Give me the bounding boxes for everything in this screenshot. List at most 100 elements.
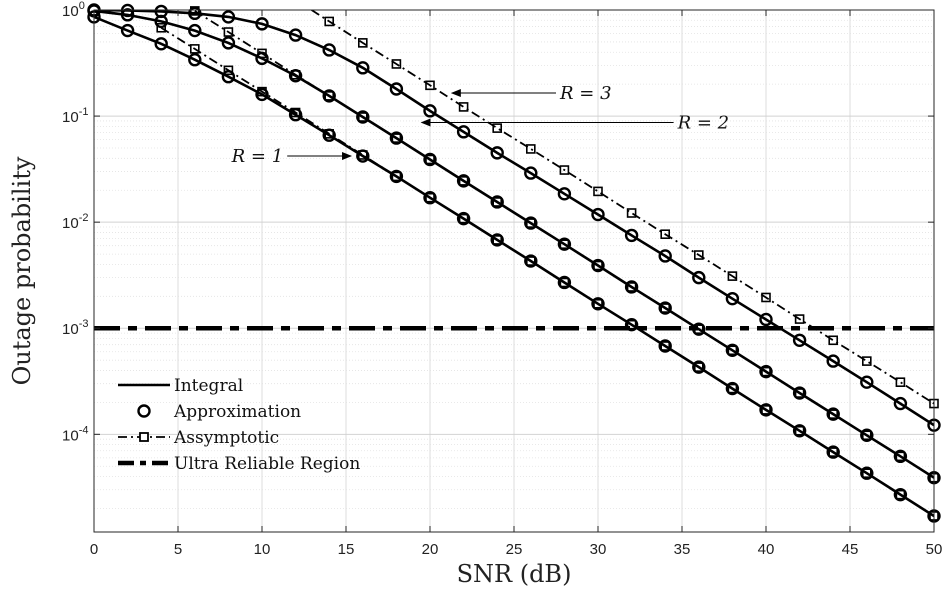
approximation-marker xyxy=(792,386,807,400)
asymptotic-marker xyxy=(458,176,469,186)
approximation-marker xyxy=(893,449,908,464)
approximation-marker xyxy=(490,146,504,160)
asymptotic-marker xyxy=(425,192,435,203)
asymptotic-marker xyxy=(492,197,503,207)
x-tick-label: 10 xyxy=(254,541,271,558)
asymptotic-marker xyxy=(357,38,368,48)
approximation-marker xyxy=(255,51,269,66)
asymptotic-marker xyxy=(425,154,435,165)
asymptotic-marker xyxy=(727,345,738,356)
legend-label: Ultra Reliable Region xyxy=(174,454,360,474)
asymptotic-marker xyxy=(156,22,166,33)
asymptotic-marker xyxy=(559,239,570,249)
x-tick-label: 20 xyxy=(422,541,439,558)
approximation-marker xyxy=(154,4,168,19)
asymptotic-marker xyxy=(626,319,637,330)
x-axis-title: SNR (dB) xyxy=(457,560,572,588)
approximation-marker xyxy=(524,216,538,230)
x-tick-label: 30 xyxy=(590,541,607,558)
approximation-marker xyxy=(221,70,236,84)
asymptotic-marker xyxy=(794,425,805,436)
y-tick-exponent: -2 xyxy=(79,212,89,224)
asymptotic-marker xyxy=(861,468,872,479)
approximation-marker xyxy=(490,195,504,209)
asymptotic-marker xyxy=(626,282,637,292)
approximation-marker xyxy=(826,445,840,459)
y-tick-exponent: -4 xyxy=(79,424,89,436)
approximation-marker xyxy=(692,270,706,285)
approximation-marker xyxy=(389,82,404,96)
asymptotic-marker xyxy=(425,80,435,91)
asymptotic-marker xyxy=(727,383,738,394)
approximation-marker xyxy=(759,403,773,417)
asymptotic-marker xyxy=(794,314,805,324)
asymptotic-marker xyxy=(761,405,771,415)
asymptotic-marker xyxy=(492,235,503,245)
approximation-marker xyxy=(725,343,740,357)
approximation-marker xyxy=(255,87,269,102)
asymptotic-marker xyxy=(492,123,503,133)
approximation-marker xyxy=(692,322,706,336)
asymptotic-marker xyxy=(190,44,200,54)
approximation-marker xyxy=(221,36,236,50)
y-tick-exponent: 0 xyxy=(79,0,85,12)
asymptotic-marker xyxy=(458,213,469,224)
approximation-marker xyxy=(120,8,135,22)
approximation-marker xyxy=(692,360,706,374)
asymptotic-marker xyxy=(223,27,234,37)
asymptotic-marker xyxy=(324,16,335,27)
approximation-marker xyxy=(557,237,572,251)
approximation-marker xyxy=(322,128,336,142)
y-tick-label: 10-4 xyxy=(62,424,88,444)
approximation-marker xyxy=(188,6,202,21)
legend-label: Approximation xyxy=(173,402,301,422)
approximation-marker xyxy=(860,466,874,480)
legend-asymptotic-square xyxy=(139,432,149,442)
approximation-marker xyxy=(725,381,740,396)
approximation-marker xyxy=(557,275,572,290)
asymptotic-marker xyxy=(861,356,872,366)
asymptotic-marker xyxy=(861,430,872,441)
approximation-marker xyxy=(624,317,639,332)
approximation-marker xyxy=(725,291,740,306)
asymptotic-marker xyxy=(693,250,704,260)
annotation-label-3: R = 3 xyxy=(559,83,612,104)
approximation-marker xyxy=(557,187,572,201)
approximation-marker xyxy=(826,407,840,421)
legend-label: Assymptotic xyxy=(173,428,279,448)
asymptotic-marker xyxy=(391,133,402,143)
approximation-marker xyxy=(658,339,672,353)
asymptotic-marker xyxy=(660,303,671,313)
approximation-marker xyxy=(188,53,202,67)
asymptotic-marker xyxy=(693,362,704,372)
approximation-marker xyxy=(423,191,437,205)
x-tick-label: 50 xyxy=(926,541,943,558)
asymptotic-marker xyxy=(458,102,469,112)
asymptotic-marker xyxy=(895,451,906,462)
approximation-marker xyxy=(356,149,370,163)
asymptotic-marker xyxy=(761,292,771,303)
x-tick-label: 0 xyxy=(90,541,98,558)
asymptotic-marker xyxy=(828,335,839,346)
approximation-marker xyxy=(389,131,404,145)
approximation-marker xyxy=(893,396,908,411)
approximation-marker xyxy=(792,333,807,347)
approximation-marker xyxy=(591,297,605,311)
y-tick-exponent: -3 xyxy=(79,318,89,330)
approximation-marker xyxy=(456,211,471,226)
approximation-marker xyxy=(423,104,437,118)
asymptotic-marker xyxy=(828,447,839,457)
approximation-marker xyxy=(322,43,336,57)
asymptotic-marker xyxy=(828,409,839,419)
approximation-marker xyxy=(860,428,874,442)
approximation-marker xyxy=(221,10,236,24)
approximation-marker xyxy=(524,254,538,268)
legend: Integral Approximation Assymptotic Ultra Re… xyxy=(118,376,360,474)
asymptotic-marker xyxy=(559,277,570,288)
y-tick-label: 10-1 xyxy=(62,106,88,126)
asymptotic-marker xyxy=(660,229,671,240)
series-markers xyxy=(87,3,941,523)
asymptotic-marker xyxy=(895,489,906,500)
approximation-marker xyxy=(423,152,437,167)
approximation-marker xyxy=(188,23,202,38)
